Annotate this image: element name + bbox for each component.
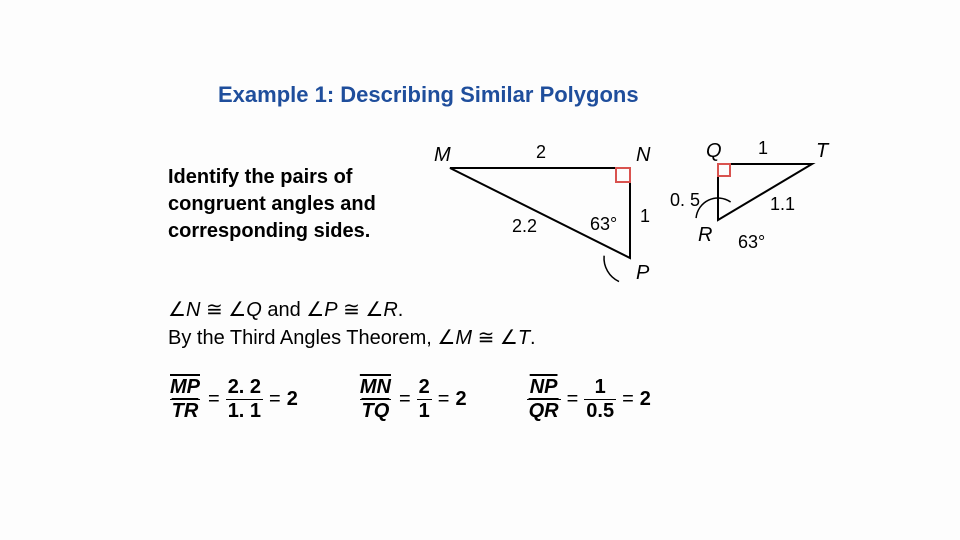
diagram-label-p: P [636,262,649,285]
diagram-label-q: Q [706,140,722,163]
triangle-qtr: QTR11.163° [700,148,840,258]
diagram-label-mp: 2.2 [512,216,537,237]
diagram-label-mn: 2 [536,142,546,163]
solution-text: ∠N ≅ ∠Q and ∠P ≅ ∠R. By the Third Angles… [168,296,536,352]
ratio-1: MNTQ=21=2 [358,376,467,423]
diagram-label-t: T [816,140,828,163]
prompt-line-2: congruent angles and [168,193,376,215]
diagram-label-r: R [698,224,712,247]
label-qr-length: 0. 5 [670,190,700,211]
solution-line-1: ∠N ≅ ∠Q and ∠P ≅ ∠R. [168,296,536,324]
diagram-label-rt: 1.1 [770,194,795,215]
diagram-label-m: M [434,144,451,167]
ratio-2: NPQR=10.5=2 [527,376,651,423]
ratio-row: MPTR=2. 21. 1=2 MNTQ=21=2 NPQR=10.5=2 [168,376,651,423]
prompt-line-3: corresponding sides. [168,220,370,242]
prompt-text: Identify the pairs of congruent angles a… [168,164,376,245]
diagram-label-qt: 1 [758,138,768,159]
solution-line-2: By the Third Angles Theorem, ∠M ≅ ∠T. [168,324,536,352]
diagram-label-ang: 63° [738,232,765,253]
triangle-mnp: MNP212.263° [440,150,660,270]
diagram-label-np: 1 [640,206,650,227]
ratio-0: MPTR=2. 21. 1=2 [168,376,298,423]
diagram-label-ang: 63° [590,214,617,235]
prompt-line-1: Identify the pairs of [168,166,352,188]
diagram-label-n: N [636,144,650,167]
example-title: Example 1: Describing Similar Polygons [218,82,639,108]
